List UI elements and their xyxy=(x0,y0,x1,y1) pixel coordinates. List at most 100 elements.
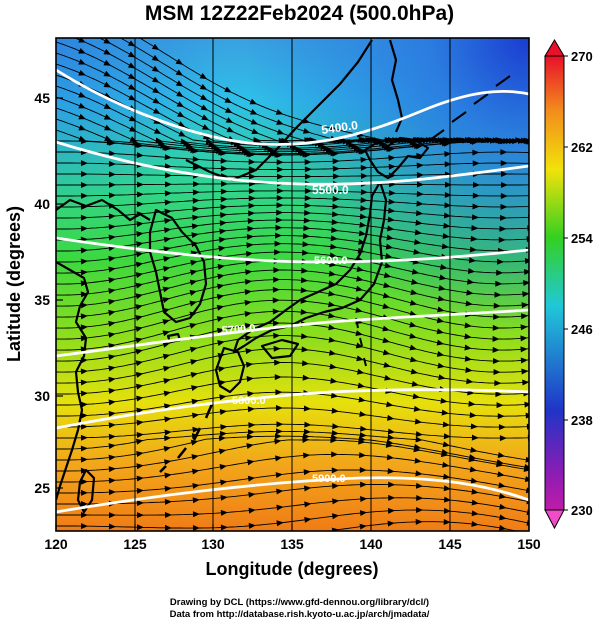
streamline-arrowhead xyxy=(301,333,309,340)
streamline-arrowhead xyxy=(469,412,477,419)
streamline-arrowhead xyxy=(248,195,256,202)
streamline xyxy=(56,289,529,329)
streamline-arrowhead xyxy=(276,128,285,135)
streamline-arrowhead xyxy=(304,202,312,209)
streamline-arrowhead xyxy=(300,287,308,294)
streamline-arrowhead xyxy=(189,290,198,296)
streamline-arrowhead xyxy=(302,374,310,381)
streamline-arrowhead xyxy=(220,509,228,516)
streamline-arrowhead xyxy=(499,503,507,510)
streamline-arrowhead xyxy=(108,160,116,167)
streamline-arrowhead xyxy=(276,520,284,527)
streamline-arrowhead xyxy=(382,337,390,344)
streamline-arrowhead xyxy=(409,344,418,351)
streamline-arrowhead xyxy=(108,298,116,305)
streamline-arrowhead xyxy=(360,205,368,212)
streamline-arrowhead xyxy=(108,422,116,429)
streamline-arrowhead xyxy=(414,418,423,425)
streamline-arrowhead xyxy=(249,98,258,105)
graticule xyxy=(134,38,451,531)
streamline-arrowhead xyxy=(524,258,529,264)
streamline-arrowhead xyxy=(104,124,112,131)
streamline-arrowhead xyxy=(127,73,136,80)
streamline-arrowhead xyxy=(274,359,282,366)
streamline-arrowhead xyxy=(135,261,144,268)
streamline-arrowhead xyxy=(164,511,172,518)
streamline-arrowhead xyxy=(440,264,448,270)
streamline-arrowhead xyxy=(358,396,366,403)
streamline-arrowhead xyxy=(164,435,172,442)
streamline-arrowhead xyxy=(137,560,144,566)
streamline-arrowhead xyxy=(164,208,172,215)
streamline-arrowhead xyxy=(108,399,116,406)
streamline-arrowhead xyxy=(383,361,391,368)
streamline-arrowhead xyxy=(499,514,507,521)
streamline-arrowhead xyxy=(103,27,111,33)
streamline-arrowhead xyxy=(78,58,86,65)
streamline-arrowhead xyxy=(304,421,312,428)
streamline-arrowhead xyxy=(192,577,199,583)
streamline-arrowhead xyxy=(190,269,198,276)
streamline-arrowhead xyxy=(108,309,116,316)
contour-5400 xyxy=(56,68,529,146)
streamline-arrowhead xyxy=(248,158,256,165)
streamline-arrowhead xyxy=(162,330,171,337)
streamline-arrowhead xyxy=(411,380,420,387)
streamline-arrowhead xyxy=(471,542,478,548)
streamline-arrowhead xyxy=(304,532,311,538)
streamline-arrowhead xyxy=(276,421,284,428)
streamline-arrowhead xyxy=(467,267,476,274)
contour-label-5400: 5400.0 xyxy=(320,118,359,137)
streamline-arrowhead xyxy=(304,195,312,202)
streamline-arrowhead xyxy=(247,475,256,482)
streamline-arrowhead xyxy=(109,569,116,575)
streamline-arrowhead xyxy=(247,459,255,466)
streamline-arrowhead xyxy=(80,500,88,507)
streamline-arrowhead xyxy=(472,192,480,199)
coast-kyushu xyxy=(214,346,246,394)
streamline-arrowhead xyxy=(332,158,340,165)
streamline-arrowhead xyxy=(246,233,255,240)
streamline-arrowhead xyxy=(332,188,340,195)
streamline-arrowhead xyxy=(80,478,88,485)
streamline-arrowhead xyxy=(382,292,391,299)
streamline-arrowhead xyxy=(360,148,368,155)
streamline-arrowhead xyxy=(136,191,144,198)
streamline-arrowhead xyxy=(360,189,368,196)
streamline-arrowhead xyxy=(415,219,423,226)
streamline-arrowhead xyxy=(360,164,368,171)
streamline-arrowhead xyxy=(498,236,506,243)
streamline-arrowhead xyxy=(522,379,529,386)
streamline-arrowhead xyxy=(497,452,506,459)
streamline-arrowhead xyxy=(164,172,172,179)
streamline-arrowhead xyxy=(498,545,505,551)
streamline-arrowhead xyxy=(80,214,88,221)
streamline-arrowhead xyxy=(103,48,112,55)
streamline-arrowhead xyxy=(464,333,472,340)
streamline-arrowhead xyxy=(220,524,228,531)
streamline-arrowhead xyxy=(331,211,340,218)
streamline-arrowhead xyxy=(493,313,501,320)
footer-credit-data: Data from http://database.rish.kyoto-u.a… xyxy=(169,609,430,620)
streamline-arrowhead xyxy=(387,414,395,421)
streamline-arrowhead xyxy=(383,272,392,279)
streamline-arrowhead xyxy=(471,499,479,506)
streamline-arrowhead xyxy=(201,114,209,121)
streamline-arrowhead xyxy=(80,390,88,397)
streamline-arrowhead xyxy=(303,428,312,435)
streamline-arrowhead xyxy=(356,275,364,282)
streamline-arrowhead xyxy=(217,340,225,346)
streamline-arrowhead xyxy=(500,160,508,167)
streamline-arrowhead xyxy=(80,181,88,188)
streamline-arrowhead xyxy=(304,173,312,180)
y-tick-label: 35 xyxy=(34,292,50,308)
streamline-arrowhead xyxy=(135,371,144,378)
streamline-arrowhead xyxy=(177,121,186,127)
streamline-arrowhead xyxy=(492,335,500,342)
x-tick-label: 145 xyxy=(438,536,462,552)
streamline-arrowhead xyxy=(409,333,417,339)
streamline-arrowhead xyxy=(273,276,281,283)
streamline-arrowhead xyxy=(162,286,171,293)
streamline-arrowhead xyxy=(436,351,445,357)
streamline-arrowhead xyxy=(80,291,88,298)
